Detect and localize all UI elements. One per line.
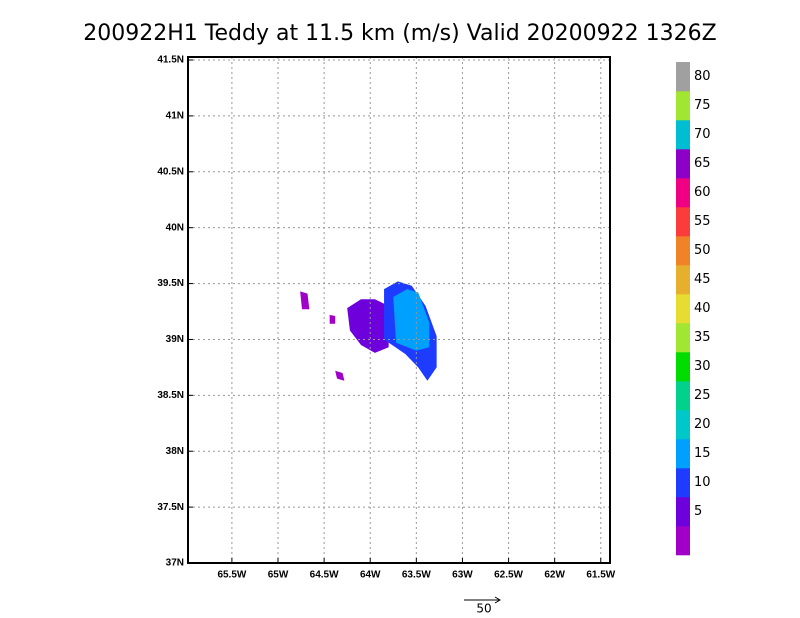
colorbar-segment xyxy=(676,236,690,266)
colorbar-segment xyxy=(676,323,690,353)
x-tick-label: 62.5W xyxy=(494,570,523,581)
colorbar-segment xyxy=(676,120,690,150)
colorbar-label: 40 xyxy=(694,301,711,316)
y-tick-label: 38N xyxy=(166,446,184,457)
colorbar-label: 20 xyxy=(694,417,711,432)
x-tick-label: 62W xyxy=(544,570,565,581)
colorbar-segment xyxy=(676,207,690,237)
wind-region xyxy=(335,370,345,381)
x-tick-label: 65W xyxy=(268,570,289,581)
colorbar-segment xyxy=(676,352,690,382)
colorbar-segment xyxy=(676,381,690,411)
y-tick-label: 37N xyxy=(166,558,184,569)
colorbar-label: 55 xyxy=(694,214,711,229)
colorbar-segment xyxy=(676,497,690,527)
colorbar-label: 10 xyxy=(694,475,711,490)
colorbar-segment xyxy=(676,439,690,469)
colorbar-label: 30 xyxy=(694,359,711,374)
colorbar-segment xyxy=(676,91,690,121)
y-tick-label: 41N xyxy=(166,111,184,122)
colorbar-segment xyxy=(676,178,690,208)
colorbar-segment xyxy=(676,294,690,324)
x-tick-label: 63.5W xyxy=(402,570,431,581)
x-tick-label: 61.5W xyxy=(586,570,615,581)
y-tick-label: 41.5N xyxy=(157,55,184,66)
colorbar-label: 25 xyxy=(694,388,711,403)
x-tick-label: 64.5W xyxy=(310,570,339,581)
x-tick-label: 65.5W xyxy=(217,570,246,581)
colorbar-label: 5 xyxy=(694,504,702,519)
colorbar-segment xyxy=(676,526,690,556)
y-tick-label: 39N xyxy=(166,334,184,345)
colorbar-segment xyxy=(676,468,690,498)
colorbar-label: 65 xyxy=(694,156,711,171)
colorbar-label: 35 xyxy=(694,330,711,345)
x-tick-label: 63W xyxy=(452,570,473,581)
wind-region xyxy=(329,314,336,324)
colorbar-label: 45 xyxy=(694,272,711,287)
vector-key-head xyxy=(494,596,501,604)
colorbar-segment xyxy=(676,265,690,295)
colorbar-label: 75 xyxy=(694,98,711,113)
colorbar-label: 70 xyxy=(694,127,711,142)
y-tick-label: 38.5N xyxy=(157,390,184,401)
vector-key-label: 50 xyxy=(476,602,491,616)
chart-title: 200922H1 Teddy at 11.5 km (m/s) Valid 20… xyxy=(83,21,716,46)
wind-region xyxy=(393,289,430,351)
wind-region xyxy=(300,291,310,310)
y-tick-label: 39.5N xyxy=(157,278,184,289)
colorbar-label: 50 xyxy=(694,243,711,258)
colorbar-label: 80 xyxy=(694,69,711,84)
wind-region xyxy=(347,299,389,353)
colorbar-segment xyxy=(676,62,690,92)
plot-frame xyxy=(187,56,611,564)
y-tick-label: 37.5N xyxy=(157,502,184,513)
colorbar-label: 60 xyxy=(694,185,711,200)
colorbar-segment xyxy=(676,149,690,179)
colorbar-segment xyxy=(676,410,690,440)
y-tick-label: 40.5N xyxy=(157,166,184,177)
colorbar-label: 15 xyxy=(694,446,711,461)
y-tick-label: 40N xyxy=(166,222,184,233)
x-tick-label: 64W xyxy=(360,570,381,581)
